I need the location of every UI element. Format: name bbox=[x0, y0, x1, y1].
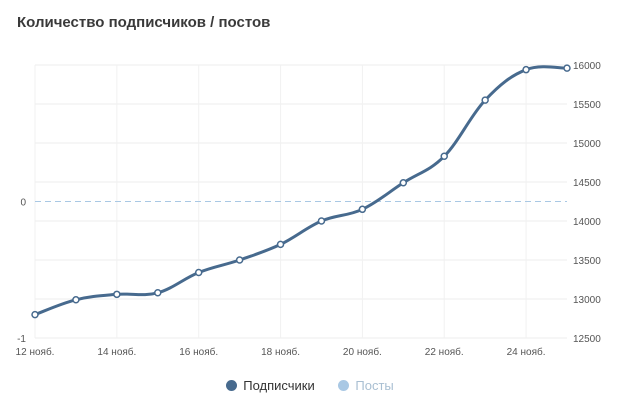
y-left-tick-label: -1 bbox=[17, 334, 26, 345]
data-point-subscribers bbox=[72, 296, 80, 304]
y-right-tick-label: 15500 bbox=[573, 100, 601, 111]
x-tick-label: 22 нояб. bbox=[425, 346, 464, 358]
line-chart: 12500 13000 13500 14000 14500 15000 15500 16000… bbox=[16, 61, 602, 358]
legend-item-subscribers[interactable]: Подписчики bbox=[226, 378, 315, 393]
data-point-subscribers bbox=[522, 65, 530, 74]
y-right-tick-label: 15000 bbox=[573, 139, 601, 150]
legend-item-posts[interactable]: Посты bbox=[338, 378, 394, 393]
y-right-tick-label: 14500 bbox=[573, 178, 601, 189]
x-tick-label: 14 нояб. bbox=[97, 346, 136, 358]
legend-marker-subscribers bbox=[226, 380, 238, 391]
data-point-subscribers bbox=[563, 64, 571, 72]
data-point-subscribers bbox=[440, 152, 448, 161]
x-tick-label: 12 нояб. bbox=[16, 346, 55, 358]
y-right-tick-label: 12500 bbox=[573, 334, 601, 345]
x-tick-label: 20 нояб. bbox=[343, 346, 382, 358]
y-right-tick-label: 13000 bbox=[573, 295, 601, 306]
x-tick-label: 18 нояб. bbox=[261, 346, 300, 358]
legend-label-posts: Посты bbox=[355, 378, 394, 393]
y-right-tick-label: 16000 bbox=[573, 61, 601, 72]
data-point-subscribers bbox=[194, 268, 203, 277]
x-tick-label: 24 нояб. bbox=[507, 346, 546, 358]
legend-label-subscribers: Подписчики bbox=[243, 378, 315, 393]
data-point-subscribers bbox=[276, 240, 285, 249]
data-point-subscribers bbox=[113, 290, 121, 299]
x-tick-label: 16 нояб. bbox=[179, 346, 218, 358]
series-line-subscribers bbox=[33, 65, 569, 317]
data-point-subscribers bbox=[317, 217, 326, 225]
chart-title: Количество подписчиков / постов bbox=[17, 14, 271, 31]
data-point-subscribers bbox=[235, 256, 244, 264]
data-point-subscribers bbox=[154, 289, 162, 297]
legend-marker-posts bbox=[338, 380, 350, 391]
data-point-subscribers bbox=[31, 310, 39, 319]
data-point-subscribers bbox=[399, 179, 408, 187]
data-point-subscribers bbox=[358, 205, 367, 214]
data-point-subscribers bbox=[481, 96, 489, 104]
chart-legend: Подписчики Посты bbox=[0, 378, 620, 394]
y-right-tick-label: 13500 bbox=[573, 256, 601, 267]
y-right-tick-label: 14000 bbox=[573, 217, 601, 228]
y-left-tick-label: 0 bbox=[20, 198, 26, 209]
